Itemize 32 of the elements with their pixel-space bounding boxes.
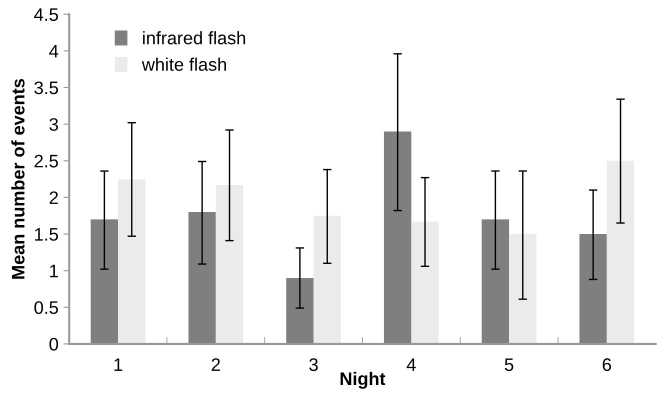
bar bbox=[411, 222, 439, 344]
x-axis-title: Night bbox=[340, 372, 386, 389]
x-tick-label: 3 bbox=[309, 358, 318, 372]
y-axis-title: Mean number of events bbox=[11, 78, 25, 279]
bar bbox=[384, 131, 412, 344]
bar bbox=[482, 219, 510, 344]
bar bbox=[286, 278, 314, 344]
y-tick-label: 1 bbox=[50, 264, 58, 278]
y-tick-label: 4.5 bbox=[34, 8, 58, 21]
y-tick-label: 0 bbox=[49, 338, 58, 351]
y-tick-label: 3.5 bbox=[34, 81, 58, 94]
legend-label: infrared flash bbox=[143, 31, 246, 44]
bar bbox=[509, 234, 536, 344]
y-tick-label: 2.5 bbox=[34, 154, 58, 168]
x-tick-label: 5 bbox=[504, 358, 514, 372]
y-tick-label: 4 bbox=[49, 44, 58, 58]
x-tick-label: 2 bbox=[212, 358, 220, 371]
bar bbox=[579, 234, 607, 344]
y-tick-label: 0.5 bbox=[34, 301, 58, 314]
bar bbox=[314, 216, 341, 344]
bar bbox=[188, 212, 216, 344]
x-tick-label: 4 bbox=[406, 358, 416, 371]
y-tick-label: 3 bbox=[49, 118, 58, 131]
y-tick-label: 2 bbox=[50, 191, 58, 204]
y-tick-label: 1.5 bbox=[35, 228, 58, 241]
bar bbox=[118, 179, 146, 344]
x-tick-label: 6 bbox=[602, 358, 612, 372]
bar bbox=[606, 160, 634, 344]
x-tick-label: 1 bbox=[114, 358, 122, 371]
legend-label: white flash bbox=[142, 58, 226, 71]
bar bbox=[216, 184, 244, 344]
bar bbox=[90, 219, 118, 344]
